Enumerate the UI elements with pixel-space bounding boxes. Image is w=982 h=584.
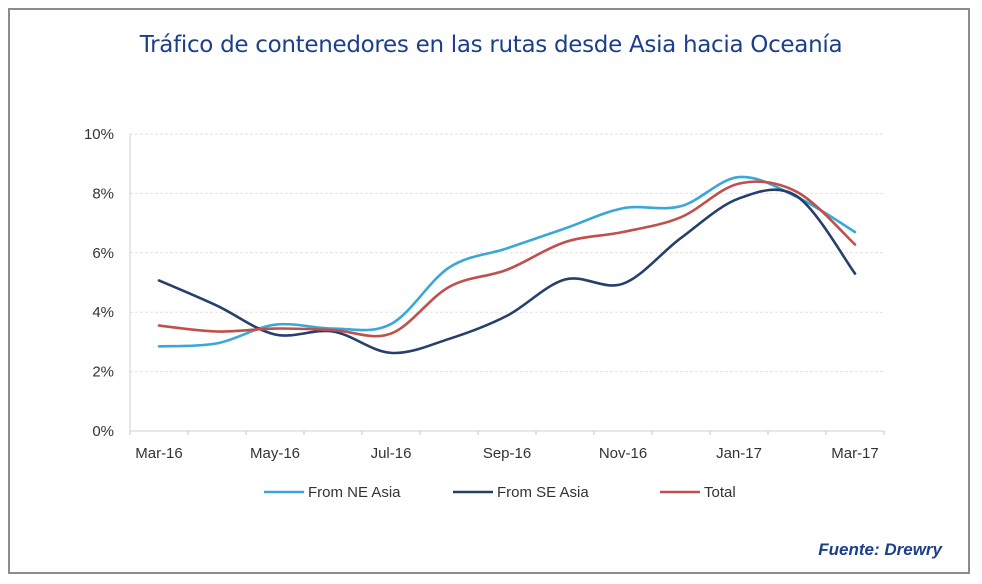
legend-label: From SE Asia (497, 484, 589, 501)
x-tick-label: Nov-16 (599, 445, 647, 462)
source-note: Fuente: Drewry (818, 540, 942, 559)
x-tick-label: Jul-16 (371, 445, 412, 462)
x-tick-label: Mar-16 (135, 445, 183, 462)
chart-frame (8, 8, 970, 574)
y-tick-label: 4% (92, 304, 114, 321)
y-tick-label: 8% (92, 185, 114, 202)
series-line-from-ne-asia (157, 175, 857, 348)
x-tick-label: Sep-16 (483, 445, 531, 462)
y-tick-label: 0% (92, 423, 114, 440)
series-line-total (157, 180, 857, 338)
x-tick-label: May-16 (250, 445, 300, 462)
x-tick-label: Jan-17 (716, 445, 762, 462)
legend-item-from-ne-asia: From NE Asia (264, 484, 401, 501)
chart-title: Tráfico de contenedores en las rutas des… (139, 32, 843, 58)
legend-label: From NE Asia (308, 484, 401, 501)
y-tick-label: 2% (92, 364, 114, 381)
legend-item-from-se-asia: From SE Asia (453, 484, 589, 501)
y-tick-label: 10% (84, 126, 114, 143)
x-tick-label: Mar-17 (831, 445, 879, 462)
legend-item-total: Total (660, 484, 736, 501)
legend-label: Total (704, 484, 736, 501)
y-tick-label: 6% (92, 245, 114, 262)
